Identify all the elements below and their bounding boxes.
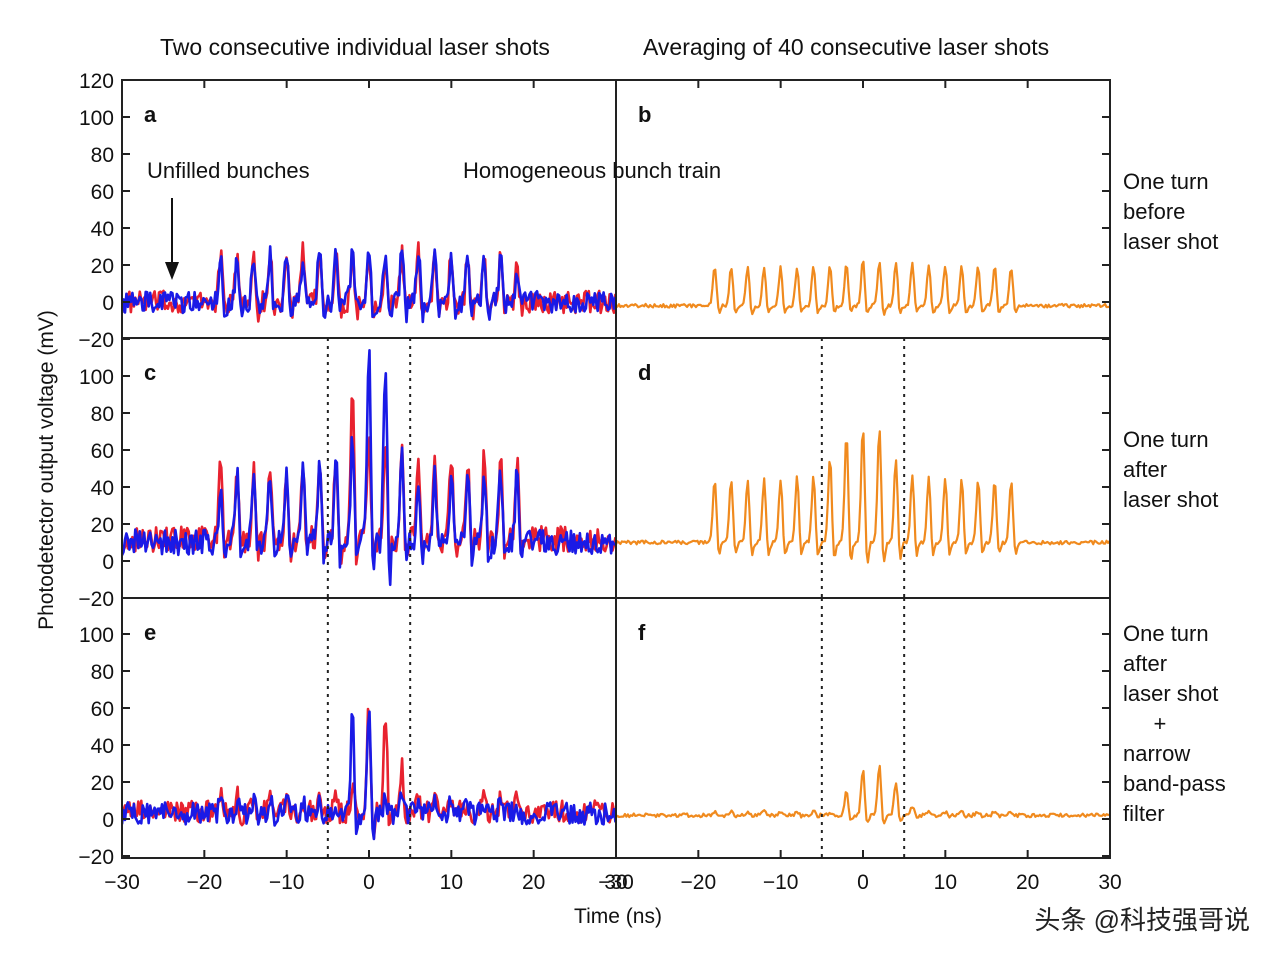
panel-d: d (615, 337, 1111, 599)
panel-f: f (615, 597, 1111, 859)
y-tick-label-row3-3: 40 (91, 735, 114, 758)
y-tick-label-row3-4: 20 (91, 772, 114, 795)
x-tick-label-col2-2: −10 (763, 871, 799, 894)
row-note-after: One turn after laser shot (1123, 427, 1219, 512)
x-tick-label-col2-1: −20 (681, 871, 717, 894)
y-tick-label-row3-5: 0 (102, 809, 114, 832)
y-tick-label-row2-0: 100 (79, 366, 114, 389)
y-tick-label-row3-6: −20 (78, 846, 114, 869)
y-tick-label-row1-6: 0 (102, 292, 114, 315)
panel-b: b (615, 79, 1111, 339)
series-f-1 (616, 764, 1110, 825)
panel-frame-d (615, 337, 1111, 599)
annotation-unfilled-bunches: Unfilled bunches (147, 158, 310, 183)
y-tick-label-row1-1: 100 (79, 107, 114, 130)
y-tick-label-row1-5: 20 (91, 255, 114, 278)
panel-frame-b (615, 79, 1111, 339)
row-note-after-filter: One turn after laser shot + narrow band-… (1123, 621, 1226, 826)
column-title-individual: Two consecutive individual laser shots (160, 34, 550, 60)
y-tick-label-row1-4: 40 (91, 218, 114, 241)
x-tick-label-col1-5: 20 (522, 871, 545, 894)
x-tick-label-col1-6: 30 (604, 871, 627, 894)
series-b-1 (616, 260, 1110, 316)
x-tick-label-col2-5: 20 (1016, 871, 1039, 894)
y-tick-label-row1-3: 60 (91, 181, 114, 204)
panel-c: c (121, 337, 617, 599)
panel-label-f: f (638, 620, 646, 645)
y-tick-label-row2-4: 20 (91, 514, 114, 537)
x-tick-label-col1-3: 0 (363, 871, 375, 894)
x-tick-label-col2-3: 0 (857, 871, 869, 894)
arrow-head (165, 262, 179, 280)
panel-label-c: c (144, 360, 156, 385)
y-tick-label-row2-3: 40 (91, 477, 114, 500)
series-c-2 (122, 348, 616, 587)
panel-label-a: a (144, 102, 157, 127)
panel-label-b: b (638, 102, 651, 127)
y-tick-label-row3-1: 80 (91, 661, 114, 684)
x-tick-label-col1-2: −10 (269, 871, 305, 894)
column-title-average: Averaging of 40 consecutive laser shots (643, 34, 1050, 60)
x-tick-label-col1-4: 10 (440, 871, 463, 894)
series-e-2 (122, 710, 616, 841)
x-tick-label-col2-6: 30 (1098, 871, 1121, 894)
y-tick-label-row1-7: −20 (78, 329, 114, 352)
panel-label-d: d (638, 360, 651, 385)
panel-e: e (121, 597, 617, 859)
y-tick-label-row3-0: 100 (79, 624, 114, 647)
series-d-1 (616, 430, 1110, 564)
y-tick-label-row2-5: 0 (102, 551, 114, 574)
row-note-before: One turn before laser shot (1123, 169, 1219, 254)
y-tick-label-row2-1: 80 (91, 403, 114, 426)
panel-a: a (121, 79, 617, 339)
series-a-2 (122, 245, 616, 324)
panel-frame-f (615, 597, 1111, 859)
y-tick-label-row2-2: 60 (91, 440, 114, 463)
y-tick-label-row1-0: 120 (79, 70, 114, 93)
x-tick-label-col1-0: −30 (104, 871, 140, 894)
annotation-homogeneous-train: Homogeneous bunch train (463, 158, 722, 183)
x-tick-label-col2-4: 10 (934, 871, 957, 894)
watermark: 头条 @科技强哥说 (1034, 905, 1250, 935)
y-tick-label-row1-2: 80 (91, 144, 114, 167)
x-tick-label-col1-1: −20 (187, 871, 223, 894)
panel-label-e: e (144, 620, 156, 645)
y-tick-label-row3-2: 60 (91, 698, 114, 721)
y-tick-label-row2-6: −20 (78, 588, 114, 611)
x-axis-label: Time (ns) (574, 905, 662, 928)
x-tick-label-col2-0: −30 (598, 871, 634, 894)
y-axis-label: Photodetector output voltage (mV) (35, 310, 58, 630)
